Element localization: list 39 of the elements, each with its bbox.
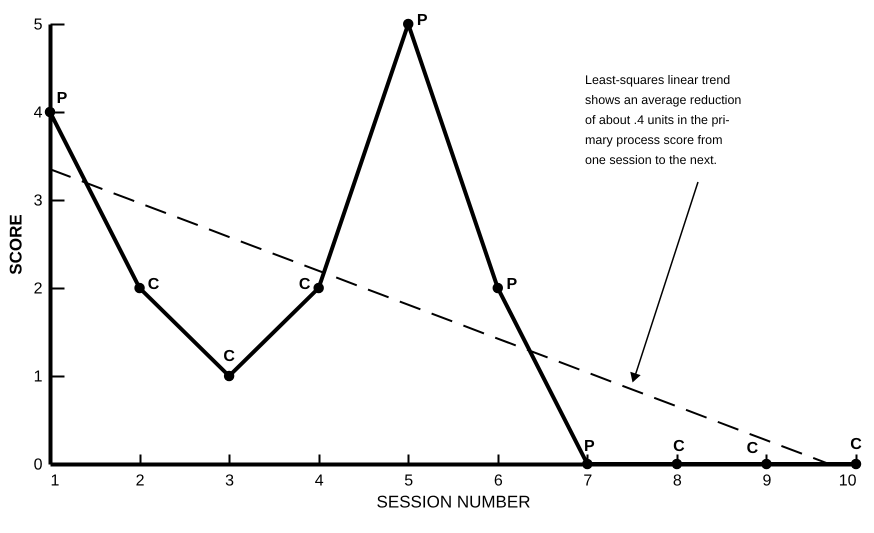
x-tick-label: 8 bbox=[672, 472, 682, 490]
x-tick-label: 1 bbox=[50, 472, 60, 490]
point bbox=[402, 18, 414, 30]
point bbox=[313, 282, 324, 294]
x-tick-label: 5 bbox=[404, 472, 414, 490]
annotation: C bbox=[148, 276, 160, 293]
y-tick-label: 1 bbox=[34, 368, 43, 386]
point bbox=[761, 458, 772, 470]
point bbox=[224, 370, 234, 382]
y-tick-label: 5 bbox=[34, 16, 43, 34]
point bbox=[850, 458, 862, 470]
x-tick-label: 9 bbox=[762, 472, 772, 490]
point bbox=[44, 106, 56, 118]
y-tick-label: 2 bbox=[34, 280, 43, 298]
y-tick-label: 3 bbox=[34, 192, 43, 210]
point bbox=[492, 282, 504, 294]
x-tick-label: 3 bbox=[225, 472, 234, 490]
y-axis-title: SCORE bbox=[6, 214, 26, 275]
annotation: C bbox=[746, 440, 759, 457]
annotation: C bbox=[223, 348, 236, 365]
x-tick-label: 6 bbox=[494, 472, 503, 490]
x-tick-label: 2 bbox=[136, 472, 145, 490]
annotation: Least-squares linear trend shows an average reduction of about .4 units in the pri- mary process score from one session to the next. bbox=[585, 73, 742, 167]
x-tick-label: 10 bbox=[838, 472, 857, 490]
annotation: P bbox=[584, 438, 595, 455]
annotation: P bbox=[416, 12, 428, 29]
annotation: P bbox=[56, 90, 68, 107]
point bbox=[582, 458, 593, 470]
x-tick-label: 4 bbox=[314, 472, 324, 490]
x-axis-title: SESSION NUMBER bbox=[376, 492, 530, 512]
point bbox=[134, 282, 145, 294]
point bbox=[672, 458, 682, 470]
y-tick-label: 0 bbox=[34, 456, 43, 474]
annotation: C bbox=[673, 438, 686, 455]
y-tick-label: 4 bbox=[34, 104, 43, 122]
x-tick-label: 7 bbox=[583, 472, 592, 490]
annotation: P bbox=[506, 276, 518, 293]
annotation: C bbox=[298, 276, 311, 293]
annotation: C bbox=[850, 436, 862, 453]
